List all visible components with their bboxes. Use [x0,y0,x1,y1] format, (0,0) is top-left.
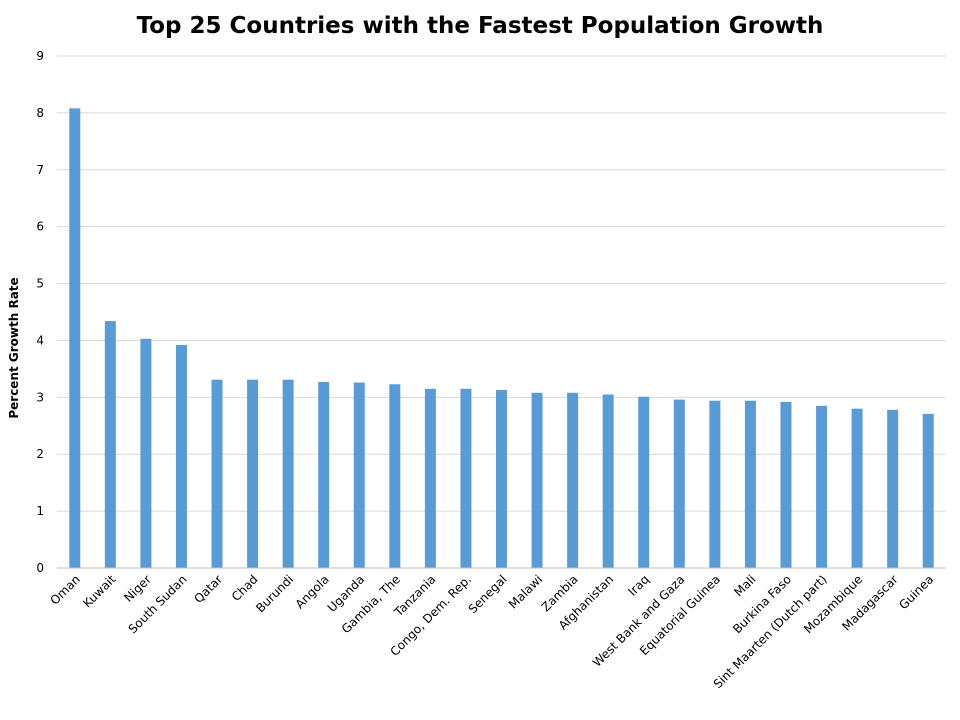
y-tick-label: 7 [36,163,44,177]
bar [709,400,721,568]
y-axis-label: Percent Growth Rate [7,277,21,418]
bar [567,392,579,568]
y-tick-label: 4 [36,333,44,347]
bar [318,381,330,568]
bar [69,108,81,569]
bar [673,399,685,568]
bar [496,389,507,568]
bar [104,321,116,568]
bar [140,338,152,568]
bar [816,405,828,568]
bar [744,400,756,568]
gridlines [57,55,946,512]
x-tick-label: Niger [121,572,154,605]
x-tick-label: Chad [229,572,261,604]
y-tick-label: 9 [36,49,44,63]
x-tick-label: Mali [731,572,758,599]
y-tick-label: 1 [36,504,44,518]
x-tick-label: Oman [47,572,82,607]
bars [69,108,934,569]
bar [922,413,934,568]
y-tick-label: 2 [36,447,44,461]
bar [175,344,187,568]
bar [282,379,294,568]
x-tick-label: Qatar [191,572,225,606]
bar [887,409,899,568]
x-tick-label: Guinea [896,572,936,612]
bar [424,388,436,568]
y-tick-label: 0 [36,561,44,575]
y-tick-label: 5 [36,277,44,291]
y-tick-labels: 0 1 2 3 4 5 6 7 8 9 [36,49,44,575]
bar [638,396,650,568]
bar [531,392,543,568]
bar [353,382,365,568]
bar [602,394,614,568]
y-tick-label: 6 [36,220,44,234]
x-tick-label: Iraq [625,572,651,598]
chart-title: Top 25 Countries with the Fastest Popula… [137,13,824,39]
x-tick-label: Burundi [253,572,296,615]
y-tick-label: 8 [36,106,44,120]
x-tick-label: Kuwait [80,572,118,610]
bar [780,401,792,568]
bar [460,388,472,568]
bar [389,384,401,568]
bar [247,379,259,568]
y-tick-label: 3 [36,390,44,404]
bar [211,379,223,568]
bar [851,408,863,568]
x-tick-label: Senegal [466,572,510,616]
